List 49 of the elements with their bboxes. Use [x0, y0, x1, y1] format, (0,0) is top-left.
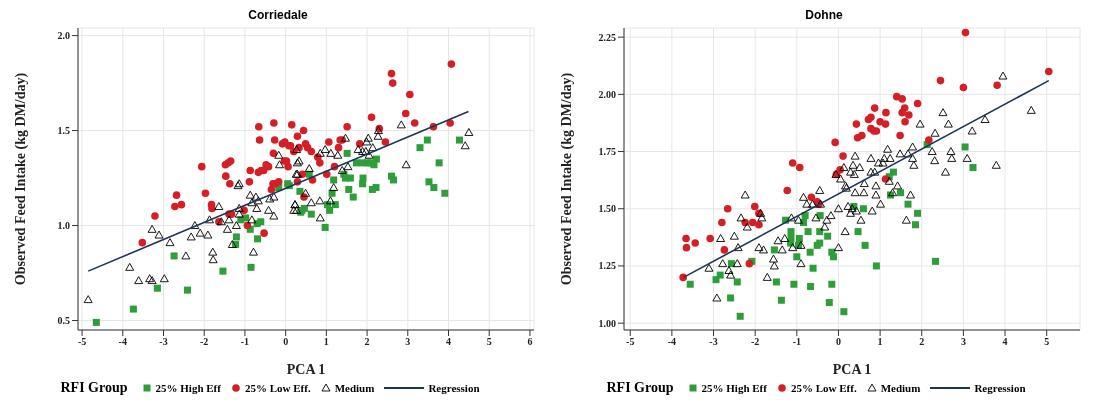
- legend-label: Regression: [427, 382, 480, 394]
- x-tick-label: -5: [77, 336, 87, 348]
- x-tick-label: 3: [405, 336, 411, 348]
- x-tick-label: 2: [919, 336, 925, 348]
- y-tick-label: 1.25: [598, 260, 616, 272]
- y-tick-label: 1.0: [57, 220, 70, 232]
- y-tick-label: 0.5: [57, 315, 70, 327]
- x-tick-label: 2: [364, 336, 370, 348]
- y-tick-label: 2.00: [598, 88, 616, 100]
- y-axis-title: Observed Feed Intake (kg DM/day): [558, 72, 575, 286]
- y-tick-label: 2.25: [598, 31, 616, 43]
- x-tick-label: 5: [486, 336, 492, 348]
- legend-label: Medium: [879, 382, 921, 394]
- legend-label: 25% Low Eff.: [789, 382, 857, 394]
- x-tick-label: -1: [240, 336, 250, 348]
- legend-label: 25% High Eff: [154, 382, 221, 394]
- legend-label: 25% High Eff: [700, 382, 767, 394]
- x-tick-label: -1: [792, 336, 801, 348]
- y-axis-title: Observed Feed Intake (kg DM/day): [12, 72, 29, 286]
- y-tick-label: 1.5: [57, 125, 70, 137]
- x-tick-label: 4: [446, 336, 451, 348]
- chart-title: Dohne: [804, 8, 844, 24]
- x-tick-label: 1: [877, 336, 883, 348]
- x-tick-label: 3: [960, 336, 966, 348]
- x-tick-label: 0: [283, 336, 289, 348]
- x-axis-title: PCA 1: [832, 362, 872, 377]
- chart-title: Corriedale: [247, 8, 309, 24]
- x-tick-label: -4: [667, 336, 677, 348]
- x-tick-label: -2: [200, 336, 209, 348]
- x-tick-label: -2: [751, 336, 760, 348]
- y-tick-label: 1.75: [598, 146, 616, 158]
- legend-title: RFI Group: [60, 380, 128, 396]
- x-tick-label: 5: [1044, 336, 1050, 348]
- x-tick-label: 1: [323, 336, 329, 348]
- x-tick-label: 0: [835, 336, 841, 348]
- legend-label: Regression: [973, 382, 1026, 394]
- x-tick-label: -5: [626, 336, 635, 348]
- legend-label: 25% Low Eff.: [243, 382, 311, 394]
- legend-title: RFI Group: [606, 380, 674, 396]
- y-tick-label: 2.0: [57, 30, 70, 42]
- x-tick-label: 6: [527, 336, 533, 348]
- y-tick-label: 1.50: [598, 203, 616, 215]
- x-tick-label: -3: [709, 336, 718, 348]
- x-tick-label: -3: [159, 336, 168, 348]
- x-axis-title: PCA 1: [286, 362, 326, 377]
- y-tick-label: 1.00: [598, 317, 616, 329]
- legend-label: Medium: [333, 382, 375, 394]
- x-tick-label: 4: [1002, 336, 1008, 348]
- x-tick-label: -4: [118, 336, 127, 348]
